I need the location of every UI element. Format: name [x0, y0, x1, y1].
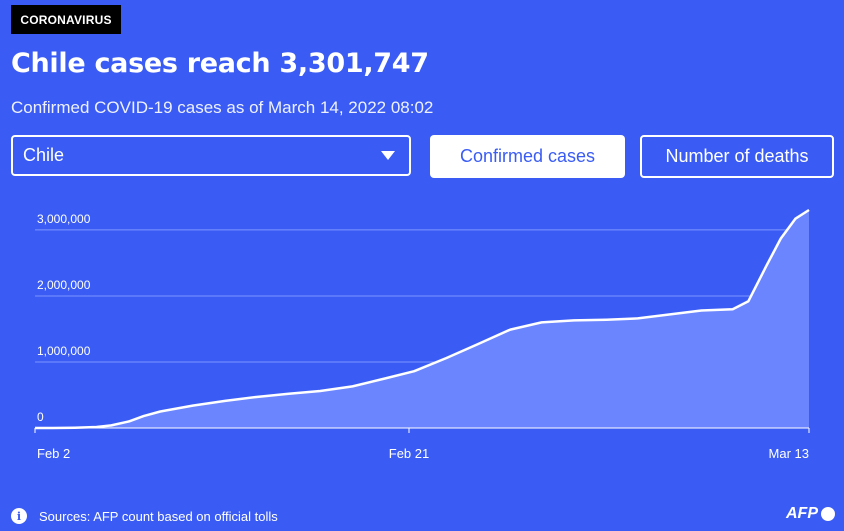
- cases-area: [35, 210, 809, 428]
- country-select-value: Chile: [23, 145, 65, 165]
- country-select[interactable]: Chile: [11, 135, 411, 176]
- y-tick-label: 3,000,000: [37, 212, 91, 226]
- cases-line: [35, 208, 810, 430]
- category-tag: CORONAVIRUS: [11, 5, 121, 34]
- afp-logo: AFP: [786, 505, 835, 523]
- footer: i Sources: AFP count based on official t…: [11, 507, 278, 525]
- y-tick-label: 2,000,000: [37, 278, 91, 292]
- number-of-deaths-button[interactable]: Number of deaths: [640, 135, 834, 178]
- afp-logo-dot: [821, 507, 835, 521]
- y-tick-label: 1,000,000: [37, 344, 91, 358]
- sources-text: Sources: AFP count based on official tol…: [39, 508, 278, 524]
- confirmed-cases-button[interactable]: Confirmed cases: [430, 135, 625, 178]
- cases-chart: 0 1,000,000 2,000,000 3,000,000 Feb 2 Feb 21 M…: [34, 208, 810, 461]
- x-tick-label: Feb 2: [37, 446, 70, 461]
- page-subtitle: Confirmed COVID-19 cases as of March 14,…: [11, 98, 434, 117]
- chevron-down-icon: [381, 151, 395, 160]
- x-tick-label: Mar 13: [769, 446, 809, 461]
- afp-logo-text: AFP: [786, 505, 818, 522]
- page-title: Chile cases reach 3,301,747: [11, 48, 429, 79]
- x-tick-label: Feb 21: [389, 446, 429, 461]
- y-tick-label: 0: [37, 410, 44, 424]
- info-icon[interactable]: i: [11, 508, 27, 524]
